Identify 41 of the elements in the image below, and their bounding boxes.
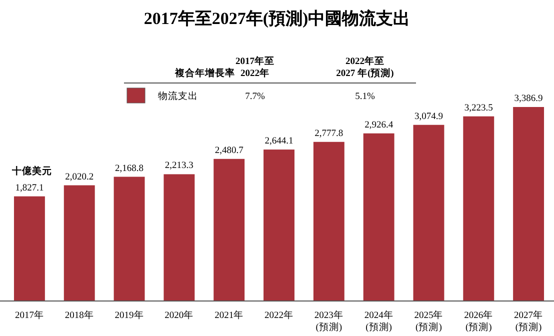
x-tick-label: 2023年 (預測) <box>314 309 344 333</box>
bar <box>363 133 394 301</box>
x-tick-label: 2026年 (預測) <box>464 309 494 333</box>
data-label: 2,480.7 <box>214 146 244 156</box>
bar <box>313 142 344 301</box>
data-label: 1,827.1 <box>15 183 44 194</box>
x-tick-label: 2018年 <box>64 309 94 321</box>
bar <box>164 174 195 301</box>
text: 7.7% <box>245 92 265 102</box>
x-tick-label: 2025年 (預測) <box>414 309 444 333</box>
bar <box>264 150 294 301</box>
bar <box>513 107 544 301</box>
data-label: 2,644.1 <box>264 136 294 147</box>
data-label: 3,386.9 <box>514 94 544 104</box>
text: 2017年至 2022年 <box>236 55 274 79</box>
data-label: 3,074.9 <box>414 112 444 122</box>
data-label: 2,213.3 <box>164 161 194 172</box>
x-tick-label: 2022年 <box>264 309 294 321</box>
bar <box>64 185 95 301</box>
chart-title: 2017年至2027年(預測)中國物流支出 <box>144 9 410 28</box>
data-label: 2,926.4 <box>364 120 394 130</box>
x-tick-label: 2017年 <box>14 309 44 321</box>
data-label: 2,020.2 <box>65 172 94 182</box>
text: 5.1% <box>355 92 375 102</box>
x-tick-label: 2024年 (預測) <box>364 309 394 333</box>
y-axis-title: 十億美元 <box>11 165 52 177</box>
x-tick-label: 2019年 <box>114 309 144 321</box>
data-label: 2,777.8 <box>314 128 344 139</box>
bar <box>14 196 45 301</box>
x-tick-label: 2021年 <box>214 309 244 321</box>
text: 2022年至 2027 年(預測) <box>336 55 394 79</box>
data-label: 3,223.5 <box>464 103 494 114</box>
bar <box>463 116 494 301</box>
bar <box>413 124 444 301</box>
data-label: 2,168.8 <box>115 164 144 174</box>
bar <box>114 176 145 301</box>
x-tick-label: 2020年 <box>164 309 194 321</box>
bar <box>214 158 245 301</box>
x-tick-label: 2027年 (預測) <box>514 309 544 333</box>
legend-label: 物流支出 <box>158 90 198 102</box>
text: 複合年增長率 <box>174 67 235 79</box>
